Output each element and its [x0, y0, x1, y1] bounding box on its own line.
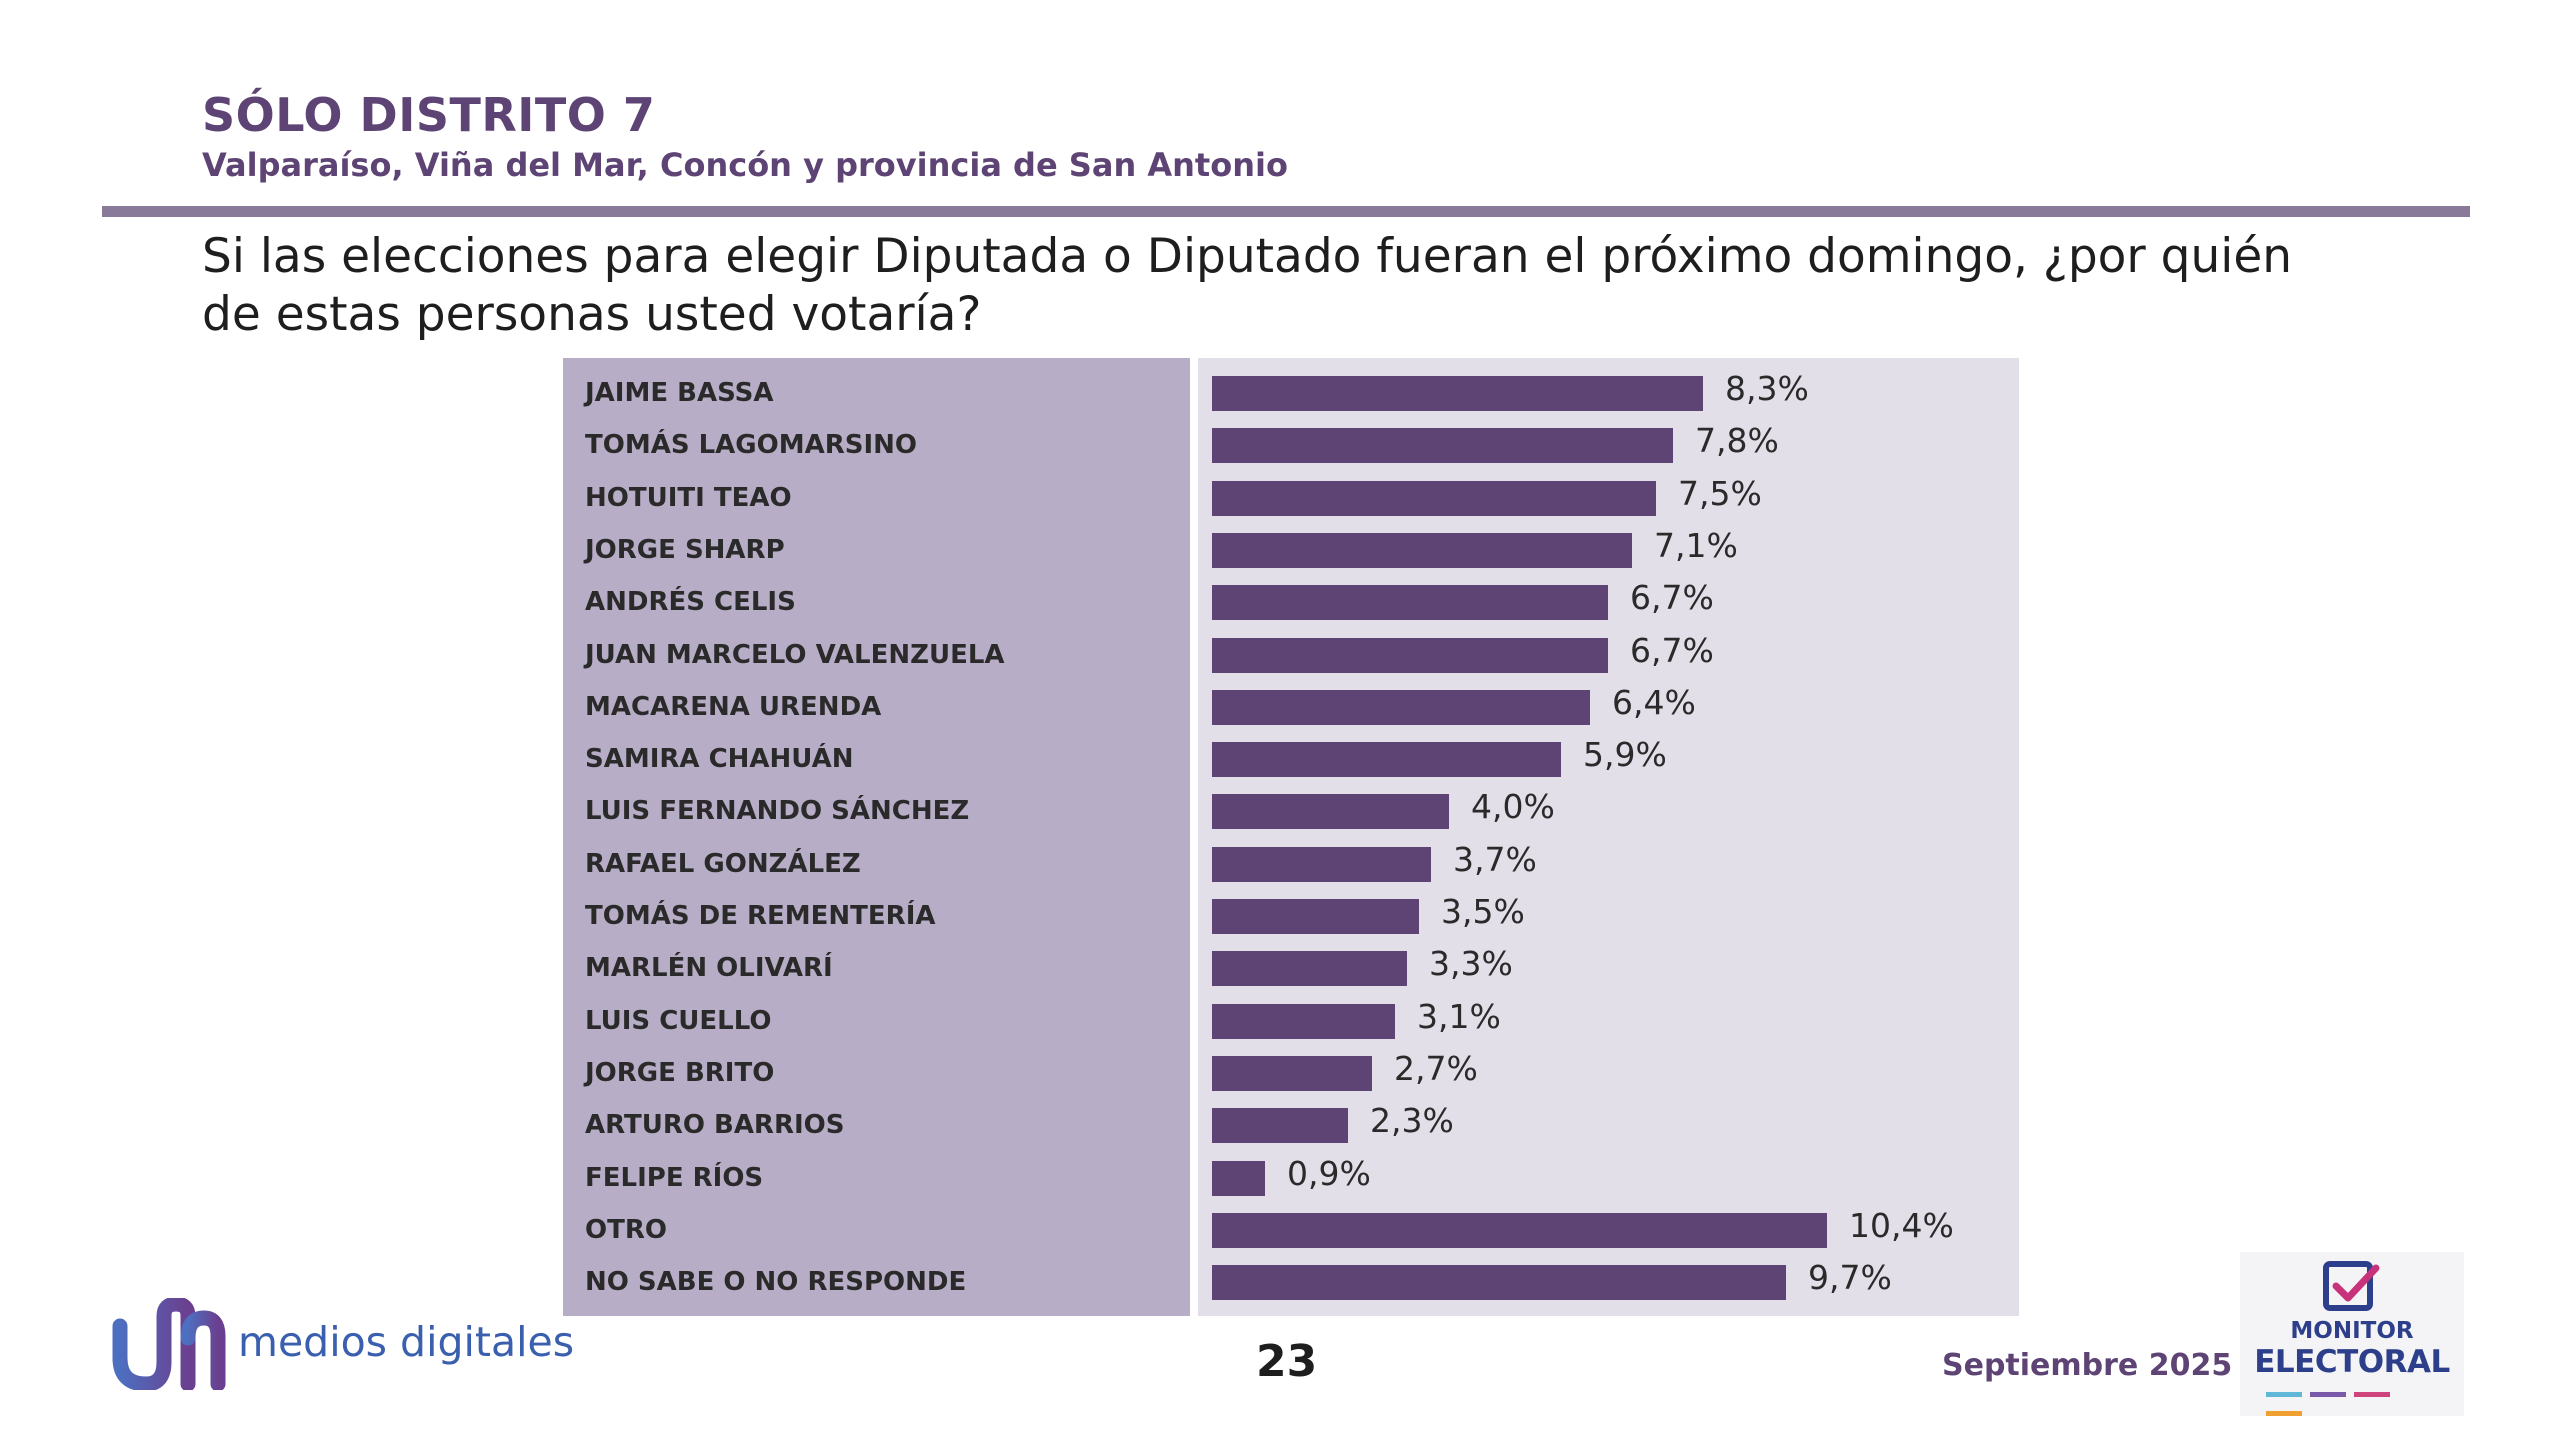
bar [1212, 481, 1656, 516]
report-date: Septiembre 2025 [1942, 1348, 2233, 1383]
bar [1212, 899, 1419, 934]
data-label: 10,4% [1849, 1206, 1954, 1245]
category-label: LUIS CUELLO [585, 1006, 772, 1036]
page-title: SÓLO DISTRITO 7 [202, 88, 656, 142]
bar [1212, 428, 1673, 463]
data-label: 6,7% [1630, 631, 1714, 670]
bar [1212, 1213, 1827, 1248]
bar [1212, 1056, 1372, 1091]
data-label: 0,9% [1287, 1154, 1371, 1193]
category-label: JORGE SHARP [585, 535, 785, 565]
category-label: HOTUITI TEAO [585, 483, 792, 513]
category-label: JUAN MARCELO VALENZUELA [585, 640, 1005, 670]
bar-plot-panel [1198, 358, 2019, 1316]
bar [1212, 951, 1407, 986]
page-subtitle: Valparaíso, Viña del Mar, Concón y provi… [202, 146, 1288, 184]
category-label: MARLÉN OLIVARÍ [585, 953, 833, 983]
survey-question: Si las elecciones para elegir Diputada o… [202, 229, 2293, 342]
category-label: RAFAEL GONZÁLEZ [585, 849, 861, 879]
bar [1212, 794, 1449, 829]
logo-color-dashes [2266, 1382, 2438, 1416]
data-label: 7,8% [1695, 421, 1779, 460]
category-label: FELIPE RÍOS [585, 1163, 764, 1193]
data-label: 8,3% [1725, 369, 1809, 408]
category-label: JORGE BRITO [585, 1058, 775, 1088]
medios-digitales-logo-icon [112, 1298, 226, 1390]
category-label: OTRO [585, 1215, 667, 1245]
bar [1212, 847, 1431, 882]
header-divider [102, 206, 2470, 217]
category-label: ARTURO BARRIOS [585, 1110, 845, 1140]
bar [1212, 1265, 1786, 1300]
bar [1212, 638, 1608, 673]
logo-text-electoral: ELECTORAL [2254, 1344, 2450, 1380]
bar [1212, 1108, 1348, 1143]
bar [1212, 376, 1703, 411]
category-label: JAIME BASSA [585, 378, 774, 408]
data-label: 3,7% [1453, 840, 1537, 879]
category-label: LUIS FERNANDO SÁNCHEZ [585, 796, 970, 826]
data-label: 6,7% [1630, 578, 1714, 617]
ballot-check-icon [2323, 1261, 2380, 1311]
data-label: 7,1% [1654, 526, 1738, 565]
bar [1212, 585, 1608, 620]
logo-text-monitor: MONITOR [2290, 1318, 2414, 1344]
brand-name: medios digitales [238, 1318, 575, 1366]
category-label-panel [563, 358, 1190, 1316]
data-label: 6,4% [1612, 683, 1696, 722]
data-label: 2,7% [1394, 1049, 1478, 1088]
bar [1212, 1004, 1395, 1039]
data-label: 2,3% [1370, 1101, 1454, 1140]
data-label: 5,9% [1583, 735, 1667, 774]
monitor-electoral-logo: MONITOR ELECTORAL [2240, 1252, 2464, 1416]
category-label: TOMÁS LAGOMARSINO [585, 430, 918, 460]
data-label: 7,5% [1678, 474, 1762, 513]
bar [1212, 742, 1561, 777]
data-label: 3,5% [1441, 892, 1525, 931]
category-label: TOMÁS DE REMENTERÍA [585, 901, 936, 931]
category-label: MACARENA URENDA [585, 692, 882, 722]
bar [1212, 1161, 1265, 1196]
bar [1212, 533, 1632, 568]
category-label: NO SABE O NO RESPONDE [585, 1267, 967, 1297]
data-label: 4,0% [1471, 787, 1555, 826]
category-label: SAMIRA CHAHUÁN [585, 744, 854, 774]
category-label: ANDRÉS CELIS [585, 587, 796, 617]
bar [1212, 690, 1590, 725]
data-label: 3,3% [1429, 944, 1513, 983]
page-number: 23 [1256, 1336, 1318, 1387]
data-label: 3,1% [1417, 997, 1501, 1036]
data-label: 9,7% [1808, 1258, 1892, 1297]
